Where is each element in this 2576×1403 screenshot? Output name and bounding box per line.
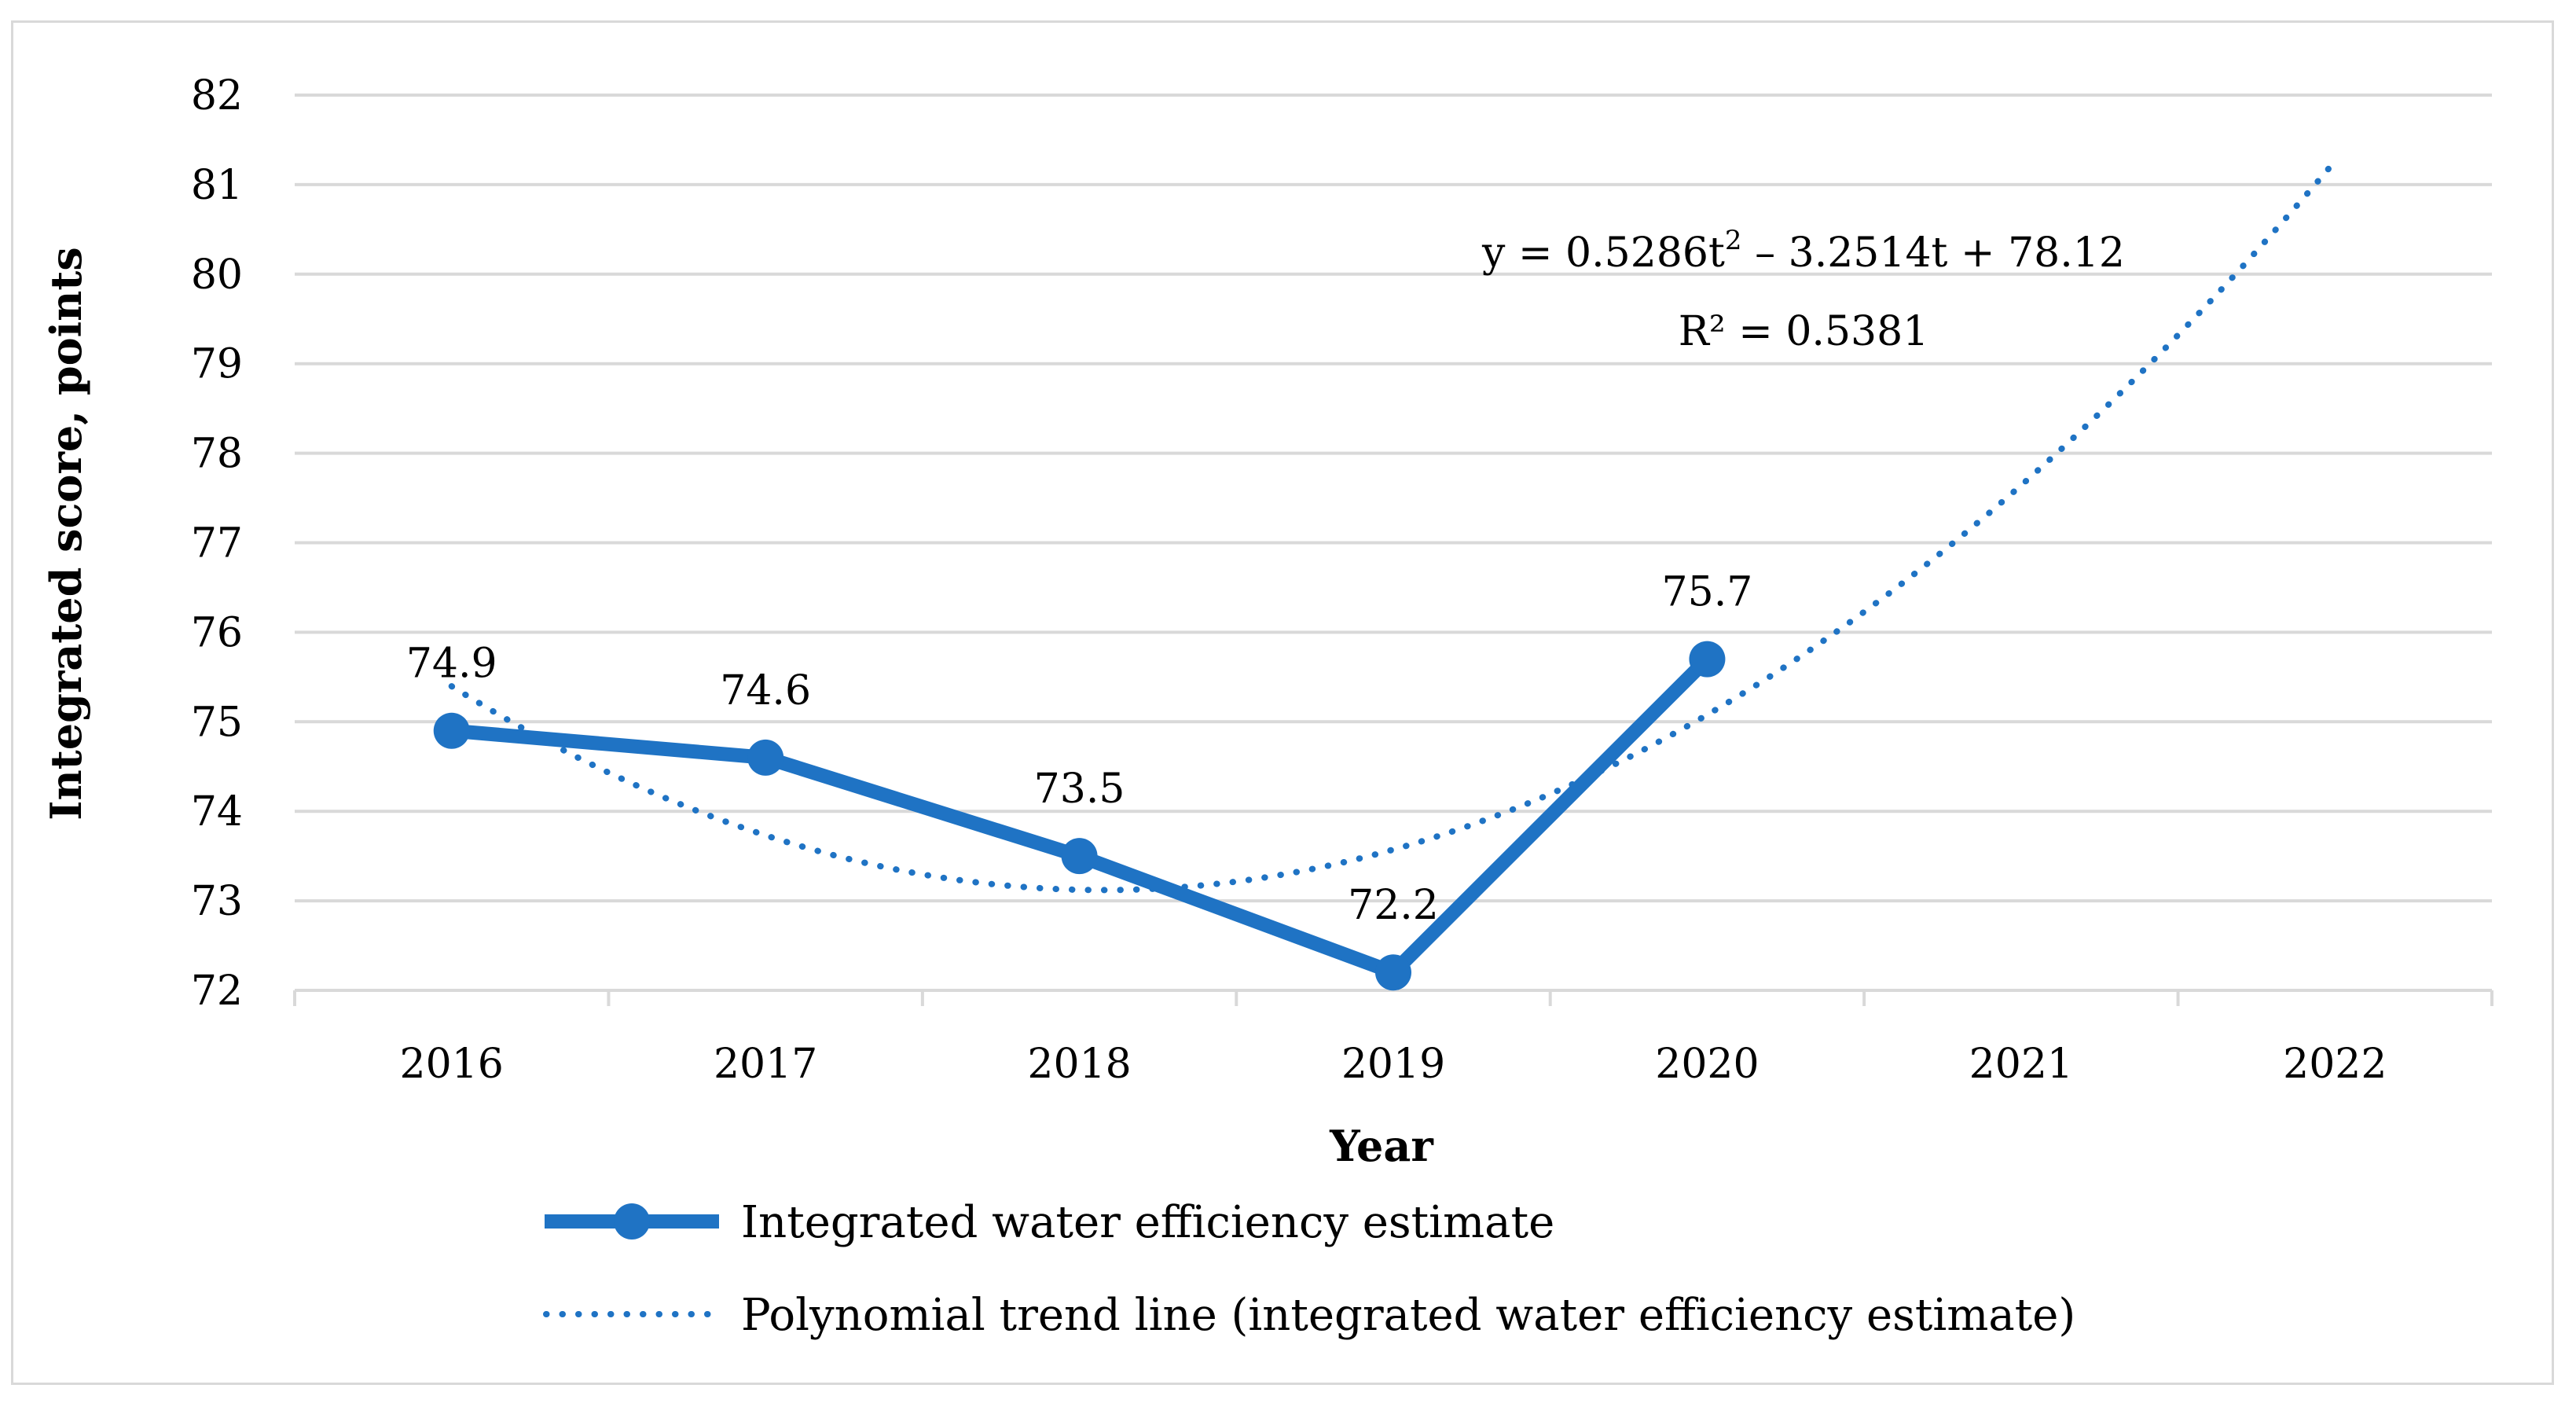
y-tick-label-81: 81 bbox=[191, 162, 243, 209]
data-label-2019: 72.2 bbox=[1348, 882, 1439, 929]
data-label-2017: 74.6 bbox=[720, 667, 811, 714]
y-tick-label-73: 73 bbox=[191, 878, 243, 925]
x-tick-label-2017: 2017 bbox=[714, 1041, 817, 1088]
data-point-2020 bbox=[1689, 641, 1726, 678]
x-tick-label-2020: 2020 bbox=[1655, 1041, 1759, 1088]
y-tick-label-72: 72 bbox=[191, 968, 243, 1015]
chart-frame: 72 73 74 75 76 77 78 79 80 81 82 2016 2017 2018 2019 2… bbox=[11, 20, 2554, 1385]
data-point-2018 bbox=[1061, 838, 1098, 875]
y-tick-label-80: 80 bbox=[191, 252, 243, 299]
y-tick-label-75: 75 bbox=[191, 699, 243, 746]
r-squared: R² = 0.5381 bbox=[1679, 308, 1929, 355]
data-label-2016: 74.9 bbox=[406, 641, 497, 688]
series-line bbox=[450, 654, 1712, 980]
x-tick-label-2019: 2019 bbox=[1341, 1041, 1445, 1088]
equation-prefix: y = 0.5286t bbox=[1481, 230, 1725, 277]
equation-superscript: 2 bbox=[1725, 225, 1742, 256]
y-tick-label-74: 74 bbox=[191, 788, 243, 836]
data-point-2017 bbox=[747, 739, 784, 776]
y-tick-label-79: 79 bbox=[191, 341, 243, 388]
trend-line bbox=[448, 158, 2339, 894]
legend-label-main: Integrated water efficiency estimate bbox=[741, 1197, 1554, 1248]
data-labels: 74.9 74.6 73.5 72.2 75.7 bbox=[406, 569, 1752, 930]
data-label-2018: 73.5 bbox=[1034, 766, 1125, 813]
y-tick-label-78: 78 bbox=[191, 431, 243, 478]
data-point-2019 bbox=[1375, 954, 1411, 991]
trend-equation: y = 0.5286t2 – 3.2514t + 78.12 bbox=[1481, 225, 2125, 277]
y-tick-label-77: 77 bbox=[191, 520, 243, 567]
main-series bbox=[433, 641, 1726, 991]
x-axis bbox=[293, 989, 2493, 1006]
y-axis-title: Integrated score, points bbox=[41, 247, 91, 820]
x-axis-title: Year bbox=[1329, 1121, 1433, 1171]
y-tick-label-76: 76 bbox=[191, 609, 243, 656]
data-label-2020: 75.7 bbox=[1662, 569, 1753, 616]
y-tick-label-82: 82 bbox=[191, 72, 243, 119]
gridlines bbox=[295, 94, 2492, 903]
x-axis-ticks: 2016 2017 2018 2019 2020 2021 2022 bbox=[400, 1041, 2387, 1088]
data-point-2016 bbox=[433, 712, 470, 749]
y-axis-ticks: 72 73 74 75 76 77 78 79 80 81 82 bbox=[191, 72, 243, 1015]
legend-marker-main bbox=[614, 1203, 650, 1240]
x-tick-label-2018: 2018 bbox=[1027, 1041, 1131, 1088]
equation-suffix: – 3.2514t + 78.12 bbox=[1742, 230, 2125, 277]
x-tick-label-2022: 2022 bbox=[2283, 1041, 2387, 1088]
x-tick-label-2021: 2021 bbox=[1969, 1041, 2073, 1088]
legend-label-trend: Polynomial trend line (integrated water … bbox=[741, 1290, 2075, 1341]
legend: Integrated water efficiency estimate Pol… bbox=[543, 1197, 2075, 1341]
x-tick-label-2016: 2016 bbox=[400, 1041, 504, 1088]
trend-series bbox=[448, 158, 2339, 894]
